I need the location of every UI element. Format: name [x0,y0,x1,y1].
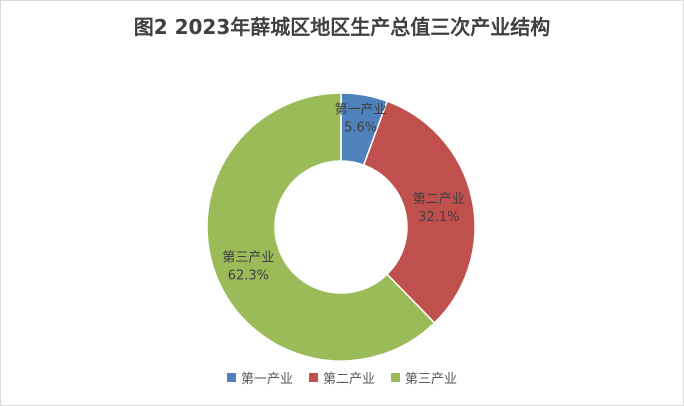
legend-swatch-tertiary [391,373,400,382]
legend-swatch-secondary [308,373,318,382]
label-primary-value: 5.6% [344,121,377,136]
label-secondary-value: 32.1% [418,210,459,225]
chart-legend: 第一产业 第二产业 第三产业 [1,368,683,387]
label-tertiary-category: 第三产业 [222,251,274,266]
legend-label-primary: 第一产业 [240,372,293,387]
legend-item-tertiary: 第三产业 [391,368,457,387]
slice-secondary [362,100,476,324]
legend-label-tertiary: 第三产业 [405,372,458,387]
legend-item-primary: 第一产业 [226,368,293,387]
legend-label-secondary: 第二产业 [322,372,375,387]
label-secondary: 第二产业 32.1% [413,192,465,225]
label-primary: 第一产业 5.6% [335,103,387,136]
legend-item-secondary: 第二产业 [308,368,375,387]
label-secondary-category: 第二产业 [413,192,465,207]
legend-swatch-primary [226,373,236,382]
chart-title: 图2 2023年薛城区地区生产总值三次产业结构 [133,15,551,39]
label-primary-category: 第一产业 [335,103,387,118]
label-tertiary: 第三产业 62.3% [222,251,274,284]
label-tertiary-value: 62.3% [228,269,269,284]
slice-tertiary [206,92,436,362]
